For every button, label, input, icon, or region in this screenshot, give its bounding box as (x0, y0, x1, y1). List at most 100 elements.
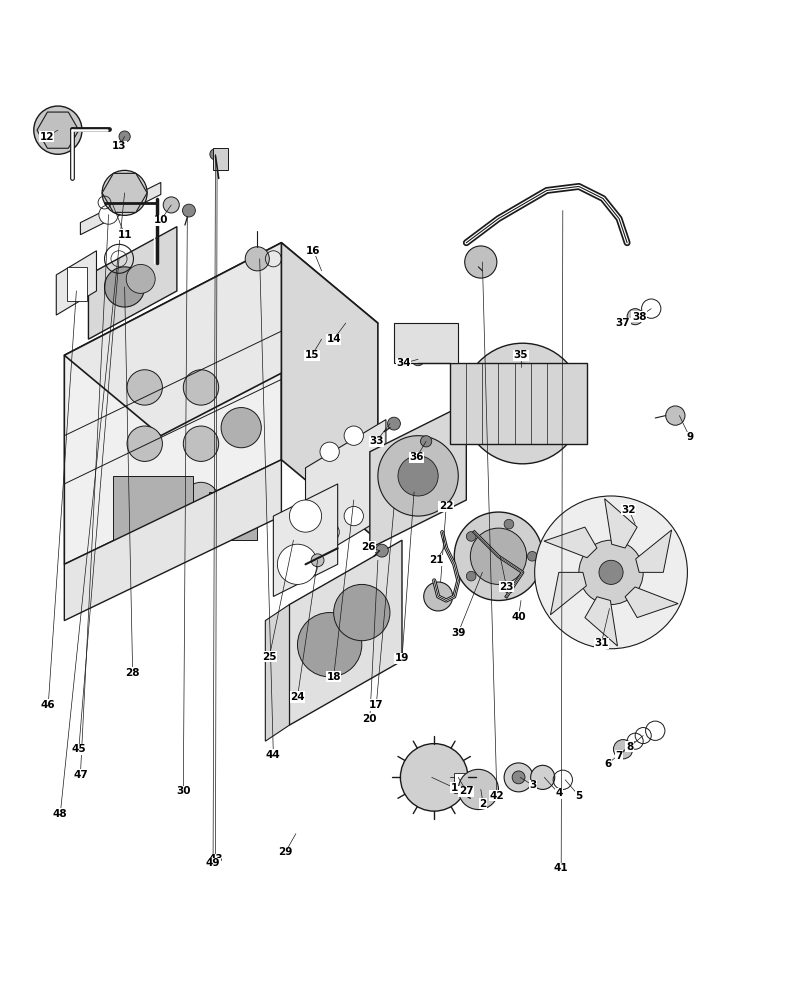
Circle shape (210, 149, 221, 160)
Circle shape (454, 512, 542, 600)
Text: 20: 20 (362, 714, 377, 724)
Circle shape (512, 771, 524, 784)
Circle shape (377, 436, 458, 516)
Text: 8: 8 (625, 742, 633, 752)
Text: 45: 45 (71, 744, 86, 754)
Circle shape (503, 763, 532, 792)
Polygon shape (265, 605, 289, 741)
Polygon shape (80, 182, 161, 235)
Circle shape (411, 353, 424, 366)
Text: 11: 11 (117, 230, 132, 240)
Text: 28: 28 (125, 668, 140, 678)
Text: 9: 9 (686, 432, 692, 442)
Circle shape (183, 426, 218, 461)
Circle shape (344, 426, 363, 445)
Circle shape (387, 417, 400, 430)
Text: 27: 27 (459, 786, 473, 796)
Circle shape (320, 442, 339, 461)
Text: 25: 25 (262, 652, 276, 662)
Circle shape (104, 267, 145, 307)
Text: 32: 32 (621, 505, 635, 515)
Text: 39: 39 (450, 628, 465, 638)
Polygon shape (37, 112, 79, 148)
Circle shape (423, 582, 452, 611)
Text: 7: 7 (614, 751, 622, 761)
Circle shape (462, 343, 582, 464)
Text: 46: 46 (41, 700, 55, 710)
Polygon shape (281, 243, 377, 540)
Polygon shape (585, 597, 617, 646)
Polygon shape (56, 251, 96, 315)
Circle shape (182, 204, 195, 217)
Text: 35: 35 (513, 350, 528, 360)
Circle shape (99, 205, 118, 224)
Circle shape (502, 383, 542, 424)
Text: 21: 21 (429, 555, 443, 565)
Bar (67, 267, 87, 301)
Text: 4: 4 (554, 788, 562, 798)
Circle shape (470, 528, 526, 584)
Circle shape (221, 408, 261, 448)
Circle shape (400, 744, 467, 811)
Text: 40: 40 (511, 612, 525, 622)
Text: 26: 26 (361, 542, 375, 552)
Circle shape (464, 246, 496, 278)
Text: 41: 41 (553, 863, 568, 873)
Polygon shape (305, 420, 385, 564)
Polygon shape (544, 527, 596, 558)
Circle shape (534, 496, 687, 649)
Text: 2: 2 (479, 799, 487, 809)
Circle shape (183, 482, 218, 518)
Text: 36: 36 (409, 452, 423, 462)
Text: 3: 3 (528, 780, 536, 790)
Circle shape (503, 584, 513, 593)
Circle shape (277, 544, 317, 584)
Polygon shape (64, 243, 377, 436)
Polygon shape (102, 173, 147, 212)
Text: 42: 42 (489, 791, 503, 801)
Circle shape (245, 247, 269, 271)
Circle shape (127, 426, 162, 461)
Circle shape (527, 551, 536, 561)
Circle shape (34, 106, 82, 154)
Text: 44: 44 (266, 750, 280, 760)
Text: 10: 10 (153, 215, 168, 225)
Text: 16: 16 (306, 246, 320, 256)
Circle shape (344, 506, 363, 526)
Circle shape (102, 170, 147, 215)
Circle shape (289, 500, 321, 532)
Polygon shape (289, 540, 402, 725)
Circle shape (482, 363, 562, 444)
Polygon shape (625, 587, 677, 618)
Circle shape (466, 571, 475, 581)
Circle shape (613, 740, 632, 759)
Circle shape (503, 519, 513, 529)
Circle shape (163, 197, 179, 213)
Circle shape (127, 370, 162, 405)
Text: 30: 30 (176, 786, 190, 796)
Polygon shape (64, 243, 281, 564)
Text: 33: 33 (369, 436, 383, 446)
Polygon shape (88, 227, 177, 339)
Text: 17: 17 (369, 700, 383, 710)
Bar (454, 773, 478, 793)
Text: 22: 22 (438, 501, 453, 511)
Bar (213, 148, 227, 170)
Polygon shape (64, 460, 281, 621)
Polygon shape (273, 484, 337, 596)
Polygon shape (369, 404, 466, 548)
Text: 43: 43 (208, 854, 222, 864)
Text: 18: 18 (326, 672, 340, 682)
Text: 1: 1 (450, 783, 458, 793)
Text: 24: 24 (290, 692, 304, 702)
Text: 31: 31 (593, 638, 608, 648)
Text: 6: 6 (603, 759, 611, 769)
Circle shape (375, 544, 388, 557)
Text: 38: 38 (631, 312, 646, 322)
Circle shape (626, 309, 642, 325)
Polygon shape (450, 363, 586, 444)
Text: 5: 5 (574, 791, 582, 801)
Circle shape (320, 523, 339, 542)
Text: 12: 12 (39, 132, 54, 142)
Text: 19: 19 (394, 653, 409, 663)
